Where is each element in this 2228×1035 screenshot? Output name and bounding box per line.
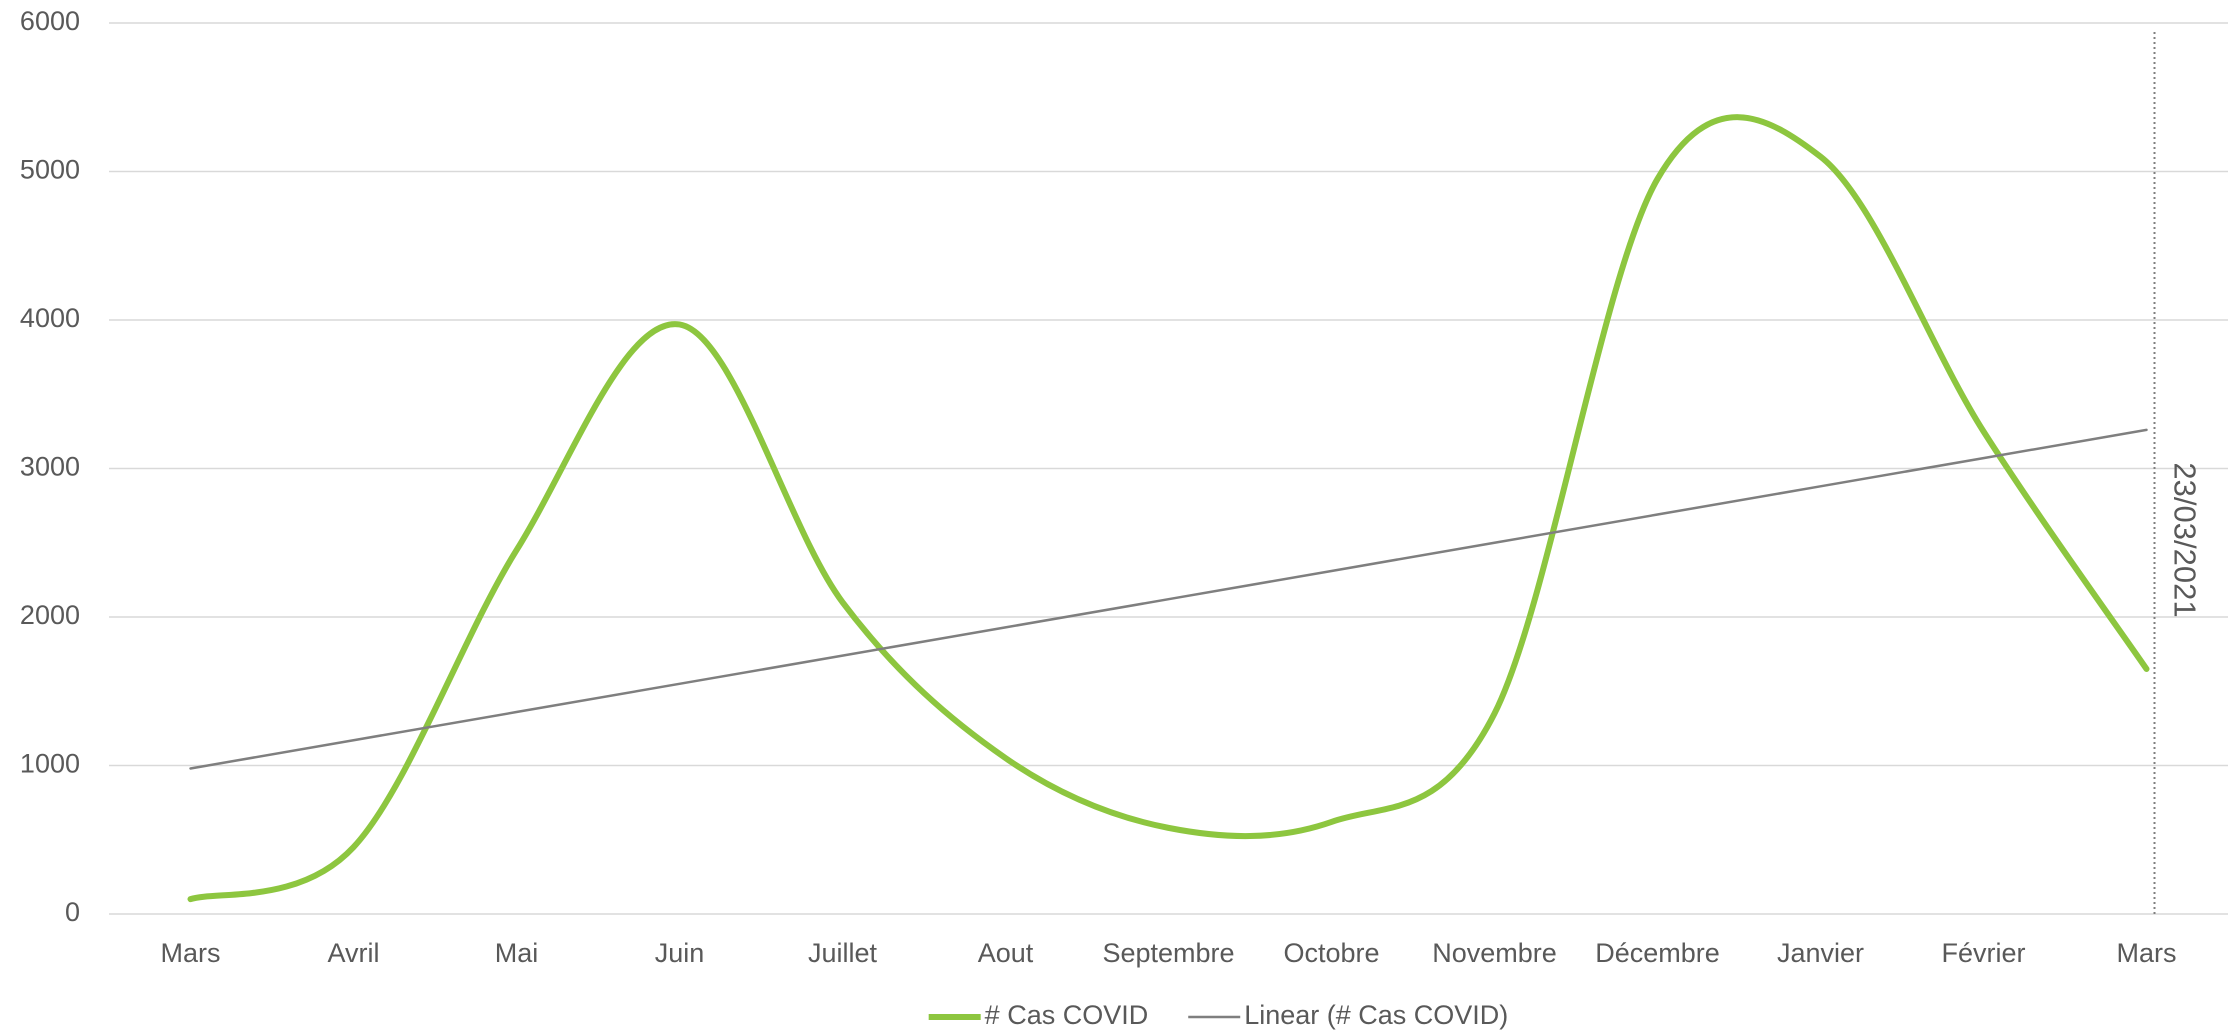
x-tick-label: Novembre [1432, 938, 1557, 968]
y-tick-label: 4000 [20, 303, 80, 333]
x-tick-label: Février [1941, 938, 2025, 968]
legend-label: Linear (# Cas COVID) [1244, 1000, 1508, 1030]
y-tick-label: 1000 [20, 749, 80, 779]
x-tick-label: Mai [495, 938, 539, 968]
x-tick-label: Juin [655, 938, 705, 968]
x-tick-label: Septembre [1102, 938, 1234, 968]
y-tick-label: 0 [65, 897, 80, 927]
x-tick-label: Octobre [1283, 938, 1379, 968]
x-tick-label: Mars [161, 938, 221, 968]
annotation: 23/03/2021 [2167, 462, 2202, 617]
x-tick-label: Mars [2117, 938, 2177, 968]
x-tick-label: Décembre [1595, 938, 1720, 968]
x-tick-label: Juillet [808, 938, 878, 968]
y-tick-label: 6000 [20, 6, 80, 36]
y-tick-label: 2000 [20, 600, 80, 630]
x-tick-label: Janvier [1777, 938, 1864, 968]
legend-label: # Cas COVID [985, 1000, 1149, 1030]
series-line [189, 428, 2148, 770]
y-tick-label: 3000 [20, 452, 80, 482]
y-tick-label: 5000 [20, 155, 80, 185]
x-tick-label: Avril [327, 938, 379, 968]
x-tick-label: Aout [978, 938, 1034, 968]
series-line [187, 114, 2150, 903]
